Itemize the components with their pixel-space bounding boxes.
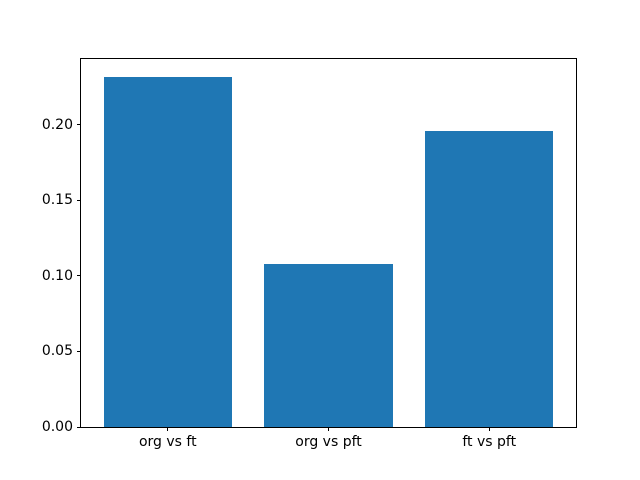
x-tick-label-org-vs-pft: org vs pft [295,434,362,450]
y-tick-label-0-10: 0.10 [41,267,73,284]
x-tick-label-org-vs-ft: org vs ft [138,434,197,450]
y-tick-mark [77,426,81,428]
bar-org-vs-pft [264,263,393,427]
y-tick-mark [77,199,81,201]
bar-ft-vs-pft [424,130,554,427]
y-tick-mark [77,350,81,352]
plot-area: 0.00 0.05 0.10 0.15 0.20 org vs ft org vs pft… [42,58,577,449]
bar-org-vs-ft [103,76,233,427]
y-tick-label-0-20: 0.20 [41,116,73,133]
y-tick-label-0-00: 0.00 [41,419,73,435]
y-tick-label-0-05: 0.05 [41,343,73,360]
x-tick-mark [167,427,169,431]
y-tick-label-0-15: 0.15 [41,192,73,209]
x-tick-label-ft-vs-pft: ft vs pft [462,434,517,450]
y-tick-mark [77,124,81,126]
y-tick-mark [77,275,81,277]
x-tick-mark [328,427,329,431]
x-tick-mark [488,427,490,431]
